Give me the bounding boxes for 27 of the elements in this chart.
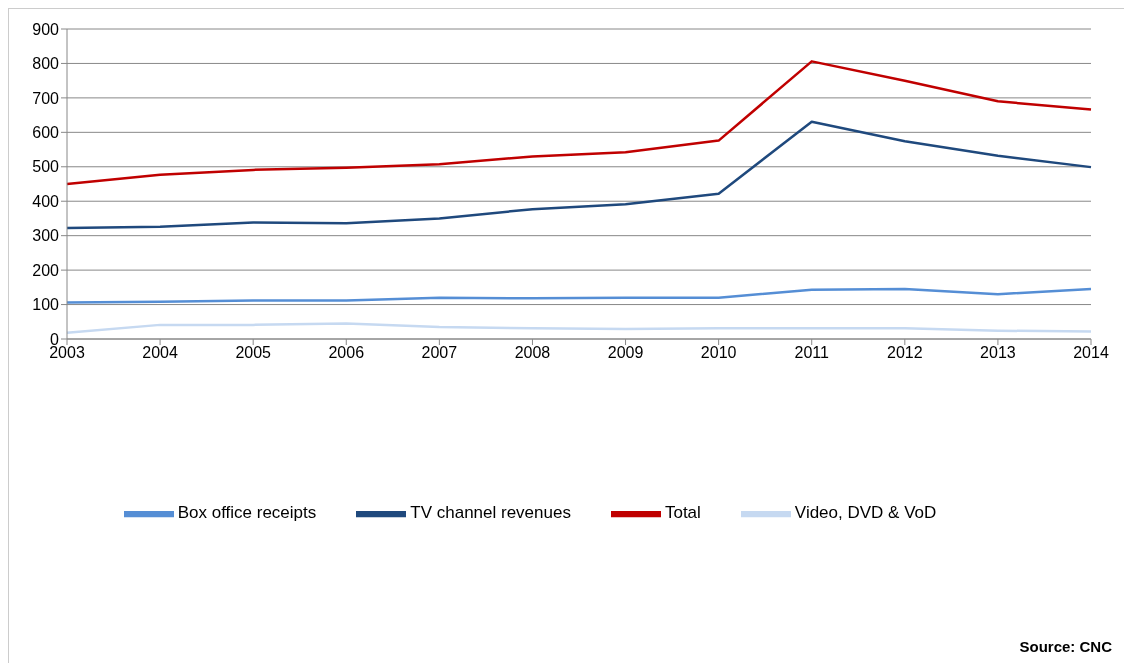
x-tick-label: 2011	[794, 344, 830, 362]
y-tick-label: 800	[32, 55, 60, 73]
y-tick-label: 400	[32, 192, 60, 210]
x-tick-label: 2008	[514, 344, 551, 362]
x-tick-label: 2007	[421, 344, 458, 362]
y-tick-label: 900	[32, 20, 60, 38]
x-tick-label: 2010	[700, 344, 737, 362]
legend-label: Total	[664, 503, 701, 523]
x-tick-label: 2013	[980, 344, 1016, 362]
y-tick-label: 500	[32, 158, 60, 176]
legend-label: TV channel revenues	[410, 503, 571, 523]
x-tick-label: 2004	[142, 344, 178, 362]
x-tick-label: 2003	[49, 344, 85, 362]
x-tick-label: 2012	[887, 344, 923, 362]
y-tick-label: 200	[32, 261, 60, 279]
y-tick-label: 100	[32, 296, 60, 314]
y-tick-label: 600	[32, 124, 60, 142]
y-tick-label: 300	[32, 227, 60, 245]
legend-label: Box office receipts	[177, 503, 317, 523]
legend-label: Video, DVD & VoD	[794, 503, 937, 523]
x-tick-label: 2009	[607, 344, 644, 362]
line-series	[65, 322, 1093, 335]
source-note: Source: CNC	[1019, 638, 1112, 655]
y-tick-label: 700	[32, 89, 60, 107]
x-tick-label: 2005	[235, 344, 272, 362]
x-tick-label: 2014	[1073, 344, 1109, 362]
x-tick-label: 2006	[328, 344, 365, 362]
